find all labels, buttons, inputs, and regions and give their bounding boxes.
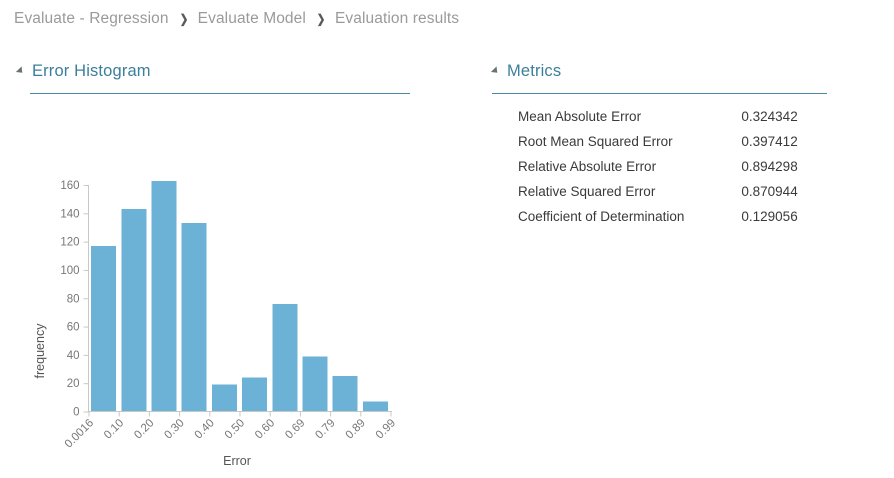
metrics-row: Relative Squared Error 0.870944 bbox=[518, 180, 838, 205]
metrics-row: Coefficient of Determination 0.129056 bbox=[518, 205, 838, 230]
breadcrumb-item-0[interactable]: Evaluate - Regression bbox=[14, 10, 169, 27]
error-histogram-header[interactable]: Error Histogram bbox=[0, 58, 430, 84]
histogram-bars bbox=[91, 180, 388, 412]
histogram-bar[interactable] bbox=[151, 180, 177, 412]
x-tick-label: 0.40 bbox=[193, 417, 217, 441]
histogram-bar[interactable] bbox=[91, 245, 117, 412]
x-tick-label: 0.89 bbox=[344, 417, 368, 441]
x-tick-label: 0.0016 bbox=[63, 417, 96, 450]
x-axis-ticks: 0.0016 0.10 0.20 0.30 0.40 0.50 0.60 0.69 0.79 0.… bbox=[63, 411, 398, 451]
metric-name: Relative Squared Error bbox=[518, 183, 656, 199]
panel-divider bbox=[492, 93, 827, 94]
histogram-bar[interactable] bbox=[211, 384, 237, 412]
error-histogram-title: Error Histogram bbox=[32, 61, 151, 80]
metric-name: Coefficient of Determination bbox=[518, 208, 685, 224]
histogram-bar[interactable] bbox=[362, 401, 388, 412]
metrics-row: Relative Absolute Error 0.894298 bbox=[518, 155, 838, 180]
panel-divider bbox=[30, 93, 410, 94]
histogram-bar[interactable] bbox=[181, 223, 207, 412]
x-tick-label: 0.50 bbox=[223, 417, 247, 441]
y-tick-label: 140 bbox=[60, 208, 79, 220]
metrics-title: Metrics bbox=[507, 61, 562, 80]
chevron-right-icon: ❯ bbox=[179, 12, 188, 26]
histogram-bar[interactable] bbox=[272, 303, 298, 412]
x-tick-label: 0.20 bbox=[132, 417, 156, 441]
metrics-row: Root Mean Squared Error 0.397412 bbox=[518, 130, 838, 155]
breadcrumb-item-1[interactable]: Evaluate Model bbox=[197, 10, 306, 27]
metrics-panel: Metrics Mean Absolute Error 0.324342 Root … bbox=[480, 58, 880, 229]
metric-name: Relative Absolute Error bbox=[518, 158, 657, 174]
y-tick-label: 80 bbox=[67, 293, 80, 305]
y-axis-ticks: 0 20 40 60 80 100 120 140 160 bbox=[60, 180, 89, 419]
y-tick-label: 40 bbox=[67, 350, 80, 362]
metrics-row: Mean Absolute Error 0.324342 bbox=[518, 105, 838, 130]
x-tick-label: 0.30 bbox=[162, 417, 186, 441]
metric-value: 0.870944 bbox=[741, 183, 798, 199]
x-tick-label: 0.99 bbox=[374, 417, 398, 441]
metric-value: 0.324342 bbox=[741, 109, 798, 124]
triangle-collapse-icon[interactable] bbox=[490, 66, 501, 76]
x-tick-label: 0.79 bbox=[313, 417, 337, 441]
histogram-bar[interactable] bbox=[332, 376, 358, 412]
y-tick-label: 60 bbox=[67, 322, 80, 334]
metric-value: 0.397412 bbox=[741, 133, 798, 149]
y-tick-label: 120 bbox=[60, 237, 79, 249]
x-tick-label: 0.60 bbox=[253, 417, 277, 441]
metric-value: 0.129056 bbox=[741, 208, 798, 224]
y-tick-label: 20 bbox=[67, 378, 80, 390]
x-tick-label: 0.10 bbox=[102, 417, 126, 441]
error-histogram-chart: 0 20 40 60 80 100 120 140 160 0.0016 0.10 0.20 0.30… bbox=[0, 58, 430, 478]
breadcrumb-item-2[interactable]: Evaluation results bbox=[334, 10, 460, 27]
histogram-bar[interactable] bbox=[302, 356, 328, 412]
breadcrumb: Evaluate - Regression ❯ Evaluate Model ❯… bbox=[14, 6, 459, 32]
error-histogram-panel: Error Histogram 0 20 40 60 80 100 120 140 160 0.… bbox=[0, 58, 430, 468]
y-tick-label: 0 bbox=[73, 407, 79, 419]
y-axis-title: frequency bbox=[33, 323, 47, 379]
metrics-header[interactable]: Metrics bbox=[480, 58, 880, 84]
y-tick-label: 160 bbox=[60, 180, 79, 192]
histogram-bar[interactable] bbox=[121, 209, 147, 412]
histogram-bar[interactable] bbox=[242, 377, 268, 412]
y-tick-label: 100 bbox=[60, 265, 79, 277]
metric-name: Root Mean Squared Error bbox=[518, 133, 673, 149]
metric-name: Mean Absolute Error bbox=[518, 109, 642, 124]
chevron-right-icon: ❯ bbox=[316, 12, 326, 26]
metric-value: 0.894298 bbox=[741, 158, 798, 174]
x-axis-title: Error bbox=[223, 454, 251, 468]
x-tick-label: 0.69 bbox=[283, 417, 307, 441]
metrics-table: Mean Absolute Error 0.324342 Root Mean Squ… bbox=[518, 105, 838, 229]
